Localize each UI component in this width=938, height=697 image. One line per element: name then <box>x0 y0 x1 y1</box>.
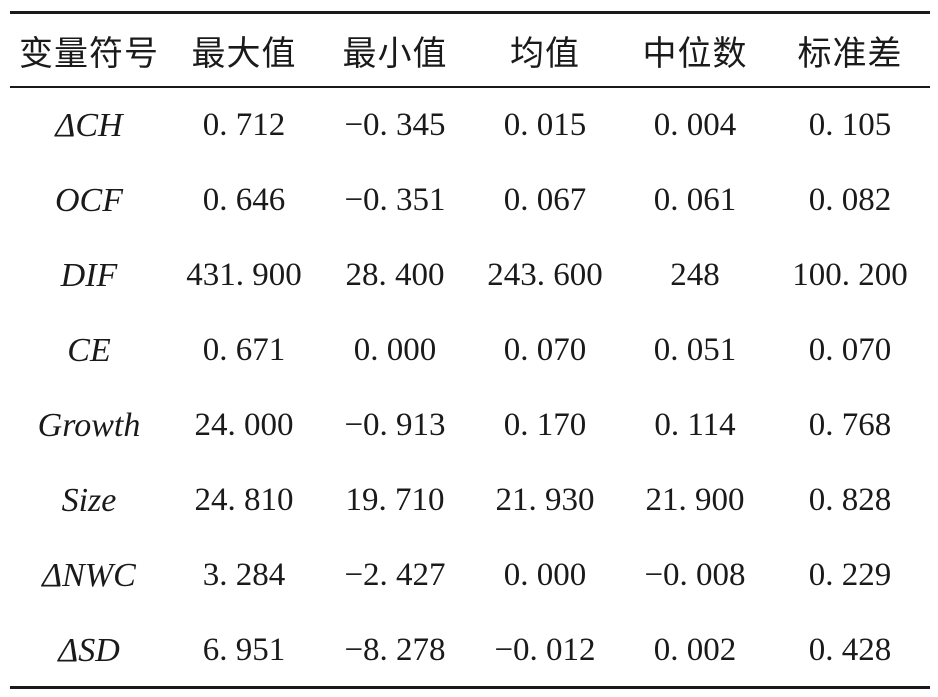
header-max: 最大值 <box>191 33 297 74</box>
cell-min: −0. 345 <box>344 107 446 143</box>
table-row: Growth 24. 000 −0. 913 0. 170 0. 114 0. … <box>10 388 930 463</box>
cell-variable: ΔSD <box>58 631 120 669</box>
cell-max: 24. 000 <box>194 407 294 443</box>
table-row: CE 0. 671 0. 000 0. 070 0. 051 0. 070 <box>10 313 930 388</box>
cell-mean: 0. 000 <box>503 557 587 593</box>
table-row: Size 24. 810 19. 710 21. 930 21. 900 0. … <box>10 463 930 538</box>
cell-std-dev: 0. 229 <box>808 557 892 593</box>
cell-min: −2. 427 <box>344 557 446 593</box>
cell-median: 21. 900 <box>645 482 745 518</box>
cell-variable: ΔNWC <box>42 556 136 594</box>
header-variable-symbol: 变量符号 <box>19 33 159 74</box>
cell-max: 24. 810 <box>194 482 294 518</box>
cell-variable: OCF <box>55 181 123 219</box>
cell-std-dev: 0. 428 <box>808 632 892 668</box>
cell-median: 248 <box>670 257 720 293</box>
cell-mean: 0. 067 <box>503 182 587 218</box>
table-row: ΔNWC 3. 284 −2. 427 0. 000 −0. 008 0. 22… <box>10 538 930 613</box>
header-min: 最小值 <box>342 33 448 74</box>
cell-std-dev: 0. 768 <box>808 407 892 443</box>
table-row: ΔCH 0. 712 −0. 345 0. 015 0. 004 0. 105 <box>10 86 930 163</box>
cell-mean: 0. 015 <box>503 107 587 143</box>
cell-median: 0. 002 <box>653 632 737 668</box>
table-row: ΔSD 6. 951 −8. 278 −0. 012 0. 002 0. 428 <box>10 613 930 688</box>
cell-variable: Size <box>61 481 117 519</box>
cell-max: 3. 284 <box>202 557 286 593</box>
cell-max: 0. 671 <box>202 332 286 368</box>
cell-min: −0. 913 <box>344 407 446 443</box>
cell-mean: 0. 070 <box>503 332 587 368</box>
cell-min: 0. 000 <box>353 332 437 368</box>
cell-min: −8. 278 <box>344 632 446 668</box>
cell-variable: ΔCH <box>55 106 123 144</box>
cell-min: −0. 351 <box>344 182 446 218</box>
cell-max: 0. 712 <box>202 107 286 143</box>
table-row: OCF 0. 646 −0. 351 0. 067 0. 061 0. 082 <box>10 163 930 238</box>
cell-median: 0. 061 <box>653 182 737 218</box>
cell-median: 0. 114 <box>654 407 736 443</box>
cell-max: 0. 646 <box>202 182 286 218</box>
header-median: 中位数 <box>642 33 748 74</box>
table-body: ΔCH 0. 712 −0. 345 0. 015 0. 004 0. 105 … <box>10 86 930 688</box>
cell-std-dev: 0. 070 <box>808 332 892 368</box>
table-header: 变量符号 最大值 最小值 均值 中位数 标准差 <box>10 14 930 86</box>
cell-mean: 0. 170 <box>503 407 587 443</box>
cell-std-dev: 100. 200 <box>792 257 908 293</box>
header-std-dev: 标准差 <box>797 33 903 74</box>
header-rule <box>10 86 930 88</box>
cell-mean: 21. 930 <box>495 482 595 518</box>
cell-max: 6. 951 <box>202 632 286 668</box>
header-mean: 均值 <box>510 33 580 74</box>
cell-variable: CE <box>67 331 111 369</box>
cell-variable: Growth <box>37 406 141 444</box>
cell-median: 0. 051 <box>653 332 737 368</box>
cell-mean: 243. 600 <box>487 257 603 293</box>
cell-max: 431. 900 <box>186 257 302 293</box>
table-row: DIF 431. 900 28. 400 243. 600 248 100. 2… <box>10 238 930 313</box>
cell-median: −0. 008 <box>644 557 746 593</box>
cell-min: 28. 400 <box>345 257 445 293</box>
cell-mean: −0. 012 <box>494 632 596 668</box>
cell-std-dev: 0. 828 <box>808 482 892 518</box>
cell-std-dev: 0. 082 <box>808 182 892 218</box>
header-row: 变量符号 最大值 最小值 均值 中位数 标准差 <box>10 14 930 86</box>
stats-table: 变量符号 最大值 最小值 均值 中位数 标准差 ΔCH 0. 712 −0. 3… <box>10 14 930 688</box>
cell-std-dev: 0. 105 <box>808 107 892 143</box>
cell-min: 19. 710 <box>345 482 445 518</box>
bottom-rule <box>10 686 930 689</box>
cell-variable: DIF <box>60 256 118 294</box>
cell-median: 0. 004 <box>653 107 737 143</box>
top-rule <box>10 11 930 14</box>
